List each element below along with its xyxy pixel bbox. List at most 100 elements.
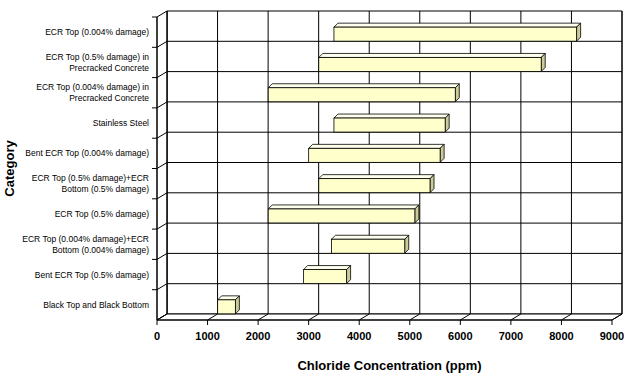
category-label: Black Top and Black Bottom xyxy=(43,300,149,310)
row-line xyxy=(157,102,622,108)
category-label: Bent ECR Top (0.004% damage) xyxy=(25,148,149,158)
category-tick xyxy=(152,107,157,108)
bar-face xyxy=(319,179,430,193)
bar-face xyxy=(309,148,440,162)
row-line xyxy=(157,193,622,199)
range-bar xyxy=(268,84,459,102)
tick-mark xyxy=(510,320,511,325)
range-bar xyxy=(309,144,444,162)
bar-side xyxy=(405,235,409,253)
bar-face xyxy=(331,239,404,253)
grid-line xyxy=(208,11,218,320)
tick-mark xyxy=(308,320,309,325)
range-bar xyxy=(331,235,408,253)
tick-mark xyxy=(157,320,158,325)
range-bar xyxy=(319,175,434,193)
category-label: ECR Top (0.004% damage) xyxy=(45,27,149,37)
chart: 0 1000 2000 3000 4000 5000 6000 7000 8000 9000 ECR… xyxy=(0,0,633,377)
bars xyxy=(218,23,581,314)
bar-top xyxy=(309,144,444,148)
tick-label: 2000 xyxy=(246,330,270,342)
category-label: Bent ECR Top (0.5% damage) xyxy=(35,270,149,280)
category-tick xyxy=(152,47,157,48)
grid-line xyxy=(157,11,167,320)
row-line xyxy=(157,284,622,290)
bar-face xyxy=(268,88,455,102)
bar-face xyxy=(334,27,577,41)
tick-mark xyxy=(460,320,461,325)
tick-mark xyxy=(207,320,208,325)
tick-label: 1000 xyxy=(195,330,219,342)
bar-face xyxy=(268,209,415,223)
x-axis xyxy=(157,320,612,321)
range-bar xyxy=(268,205,419,223)
category-tick xyxy=(152,168,157,169)
range-bar xyxy=(218,296,240,314)
category-tick xyxy=(152,77,157,78)
range-bar xyxy=(334,114,449,132)
range-bar xyxy=(319,53,545,71)
bar-top xyxy=(268,205,419,209)
row-line xyxy=(157,72,622,78)
bar-top xyxy=(319,175,434,179)
tick-label: 5000 xyxy=(398,330,422,342)
tick-mark xyxy=(561,320,562,325)
bar-face xyxy=(218,300,236,314)
tick-label: 9000 xyxy=(600,330,624,342)
tick-label: 4000 xyxy=(347,330,371,342)
row-line xyxy=(157,223,622,229)
bar-face xyxy=(319,57,541,71)
category-label: ECR Top (0.004% damage) inPrecracked Con… xyxy=(36,82,149,103)
category-tick xyxy=(152,229,157,230)
category-label: ECR Top (0.5% damage) inPrecracked Concr… xyxy=(46,52,150,73)
row-line xyxy=(157,132,622,138)
y-axis-title: Category xyxy=(2,140,17,197)
tick-mark xyxy=(359,320,360,325)
bar-side xyxy=(445,114,449,132)
bar-top xyxy=(331,235,408,239)
bar-side xyxy=(455,84,459,102)
floor xyxy=(157,314,622,320)
bar-side xyxy=(577,23,581,41)
tick-mark xyxy=(258,320,259,325)
category-label: ECR Top (0.5% damage)+ECRBottom (0.5% da… xyxy=(32,173,149,194)
tick-mark xyxy=(612,320,613,325)
category-tick xyxy=(152,17,157,18)
category-label: ECR Top (0.5% damage) xyxy=(55,209,150,219)
bar-side xyxy=(541,53,545,71)
tick-label: 8000 xyxy=(549,330,573,342)
category-label: Stainless Steel xyxy=(93,118,149,128)
range-bar xyxy=(334,23,581,41)
grid-line xyxy=(612,11,622,320)
category-tick xyxy=(152,289,157,290)
range-bar xyxy=(304,266,351,284)
y-axis xyxy=(157,17,158,320)
bar-face xyxy=(334,118,445,132)
bar-top xyxy=(334,114,449,118)
x-axis-title: Chloride Concentration (ppm) xyxy=(297,358,481,373)
row-line xyxy=(157,253,622,259)
category-tick xyxy=(152,198,157,199)
bar-face xyxy=(304,270,347,284)
bar-side xyxy=(347,266,351,284)
bar-top xyxy=(319,53,545,57)
tick-label: 3000 xyxy=(296,330,320,342)
tick-label: 7000 xyxy=(499,330,523,342)
bar-top xyxy=(304,266,351,270)
bar-side xyxy=(430,175,434,193)
tick-label: 6000 xyxy=(448,330,472,342)
row-line xyxy=(157,163,622,169)
bar-top xyxy=(268,84,459,88)
grid-line xyxy=(561,11,571,320)
row-line xyxy=(157,41,622,47)
bar-side xyxy=(235,296,239,314)
tick-mark xyxy=(409,320,410,325)
bar-side xyxy=(440,144,444,162)
category-tick xyxy=(152,259,157,260)
category-tick xyxy=(152,138,157,139)
bar-side xyxy=(415,205,419,223)
grid-line xyxy=(258,11,268,320)
tick-label: 0 xyxy=(154,330,160,342)
category-label: ECR Top (0.004% damage)+ECRBottom (0.004… xyxy=(22,234,149,255)
bar-top xyxy=(334,23,581,27)
